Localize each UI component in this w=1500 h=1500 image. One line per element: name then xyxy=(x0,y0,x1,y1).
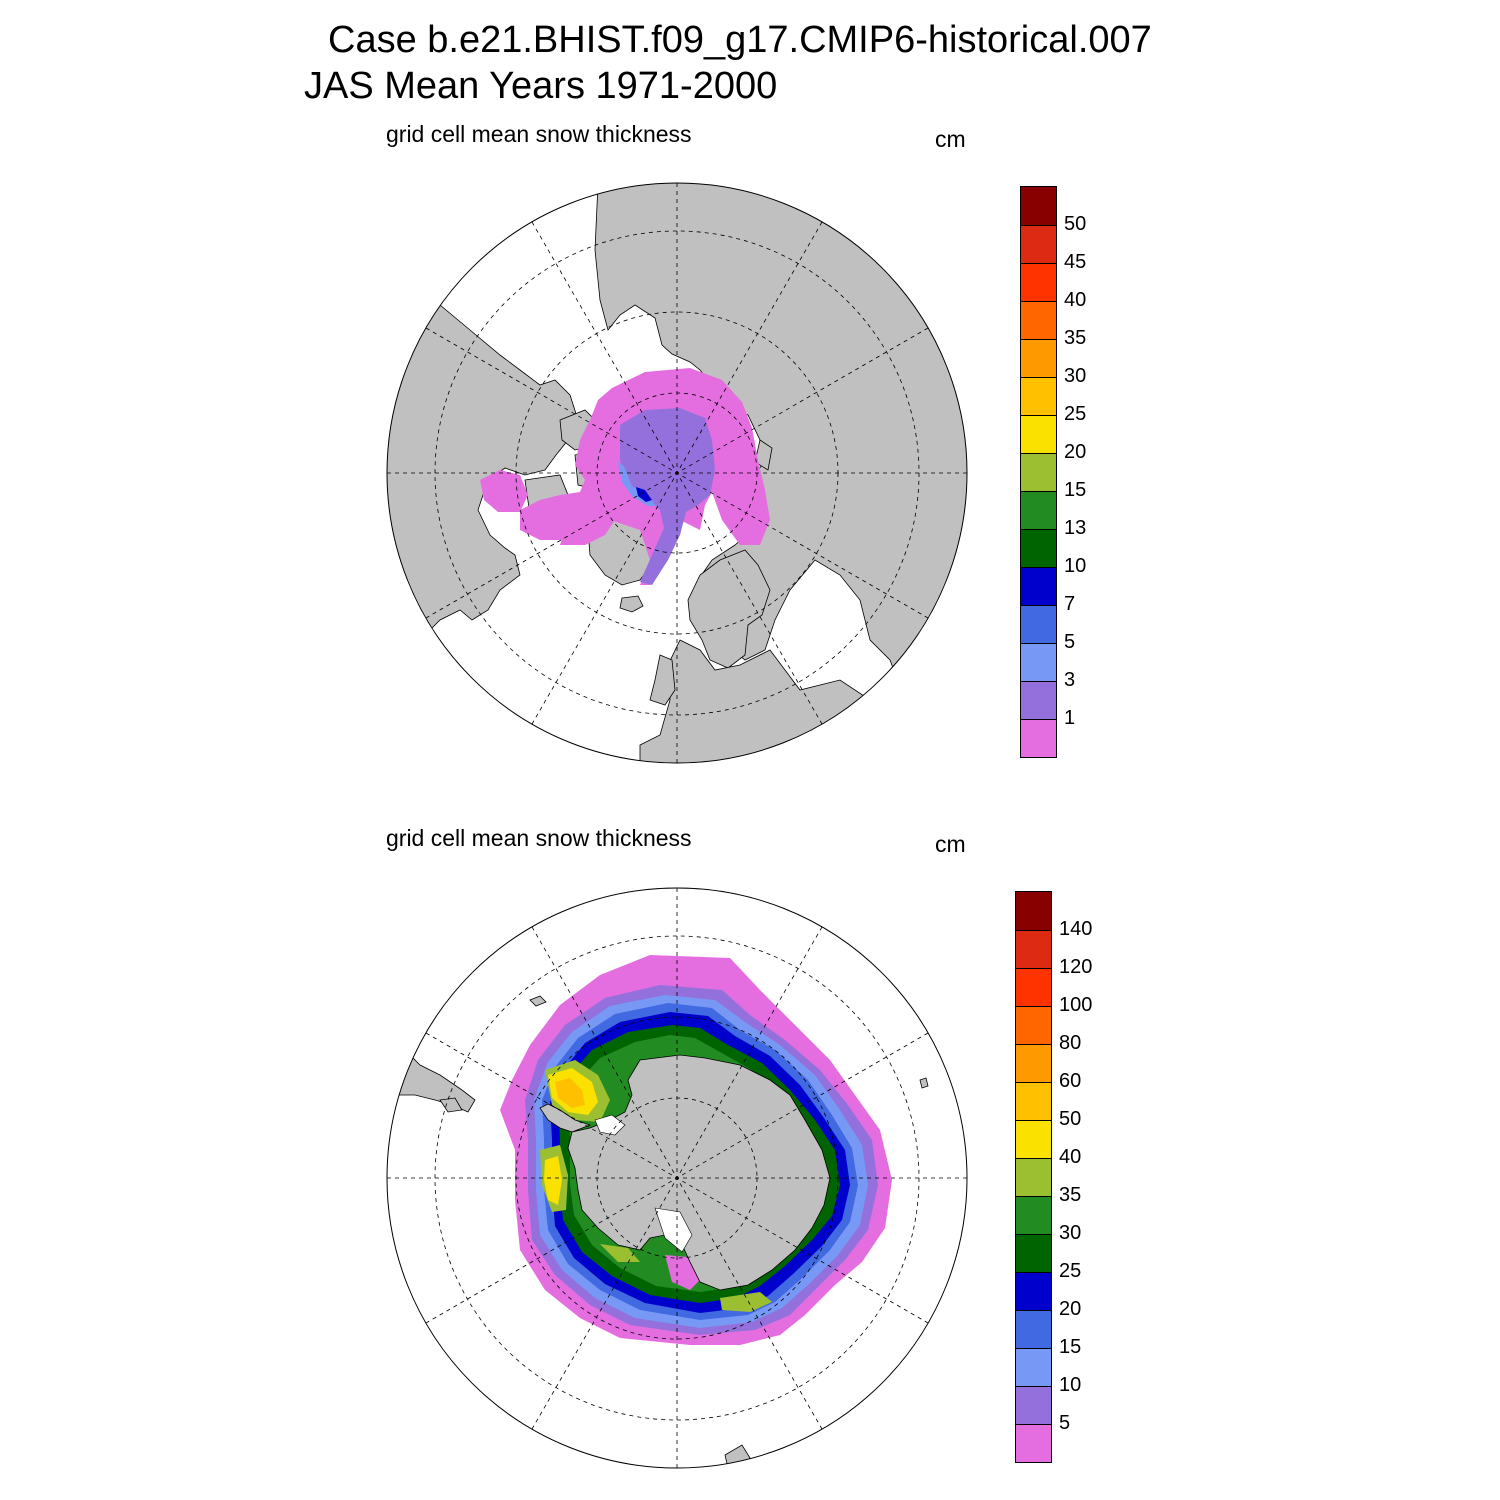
colorbar-tick-label: 20 xyxy=(1064,441,1087,463)
south-land-antarctic-peninsula xyxy=(539,1103,592,1133)
north-snow-band-7-10 xyxy=(636,487,652,502)
north-snow-band-3-5 xyxy=(618,462,656,506)
colorbar-segment xyxy=(1021,415,1056,453)
south-polar-map xyxy=(386,887,968,1469)
north-map-border xyxy=(386,182,968,764)
colorbar-tick-label: 40 xyxy=(1059,1146,1082,1168)
colorbar-segment xyxy=(1021,453,1056,491)
colorbar-tick-label: 5 xyxy=(1059,1412,1071,1434)
north-panel-subtitle: grid cell mean snow thickness xyxy=(386,121,692,147)
colorbar-segment xyxy=(1016,1120,1051,1158)
north-graticule xyxy=(387,183,967,763)
south-land-africa-tip xyxy=(919,1077,929,1089)
colorbar-tick-label: 120 xyxy=(1059,956,1093,978)
south-panel-subtitle: grid cell mean snow thickness xyxy=(386,825,692,851)
south-ice-shelf-ross xyxy=(654,1207,693,1253)
colorbar-segment xyxy=(1016,1044,1051,1082)
colorbar-segment xyxy=(1016,1424,1051,1462)
south-snow-ross-35-40 xyxy=(720,1292,772,1312)
north-snow-band-1-3 xyxy=(620,408,715,585)
north-land-europe xyxy=(687,549,771,669)
colorbar-segment xyxy=(1021,643,1056,681)
colorbar-segment xyxy=(1016,1348,1051,1386)
colorbar-segment xyxy=(1016,1082,1051,1120)
north-land-iceland xyxy=(619,595,644,613)
colorbar-segment xyxy=(1021,301,1056,339)
colorbar-tick-label: 13 xyxy=(1064,517,1087,539)
colorbar-tick-label: 1 xyxy=(1064,707,1076,729)
colorbar-tick-label: 50 xyxy=(1064,213,1087,235)
colorbar-tick-label: 100 xyxy=(1059,994,1093,1016)
colorbar-segment xyxy=(1021,681,1056,719)
south-land-antarctica xyxy=(567,1054,831,1291)
colorbar-segment xyxy=(1016,1310,1051,1348)
colorbar-tick-label: 30 xyxy=(1064,365,1087,387)
colorbar-tick-label: 10 xyxy=(1059,1374,1082,1396)
colorbar-tick-label: 7 xyxy=(1064,593,1076,615)
colorbar-segment xyxy=(1021,719,1056,757)
north-colorbar xyxy=(1020,186,1057,758)
south-panel-unit: cm xyxy=(935,831,966,857)
colorbar-tick-label: 140 xyxy=(1059,918,1093,940)
colorbar-tick-label: 50 xyxy=(1059,1108,1082,1130)
south-land-falklands xyxy=(529,995,547,1007)
north-land-britain xyxy=(649,654,676,706)
colorbar-segment xyxy=(1021,263,1056,301)
colorbar-segment xyxy=(1021,377,1056,415)
colorbar-tick-label: 80 xyxy=(1059,1032,1082,1054)
colorbar-segment xyxy=(1016,1386,1051,1424)
colorbar-tick-label: 45 xyxy=(1064,251,1087,273)
colorbar-tick-label: 40 xyxy=(1064,289,1087,311)
south-snow-weddell-50-60 xyxy=(555,1078,585,1108)
south-snow-amundsen-35-40 xyxy=(600,1244,640,1262)
colorbar-segment xyxy=(1016,1158,1051,1196)
colorbar-segment xyxy=(1021,567,1056,605)
colorbar-tick-label: 3 xyxy=(1064,669,1076,691)
colorbar-tick-label: 30 xyxy=(1059,1222,1082,1244)
colorbar-tick-label: 15 xyxy=(1064,479,1087,501)
colorbar-tick-label: 20 xyxy=(1059,1298,1082,1320)
north-panel-unit: cm xyxy=(935,126,966,152)
south-snow-bellingshausen-40-50 xyxy=(544,1156,562,1205)
colorbar-tick-label: 15 xyxy=(1059,1336,1082,1358)
north-polar-map xyxy=(386,182,968,764)
colorbar-segment xyxy=(1021,339,1056,377)
south-colorbar xyxy=(1015,891,1052,1463)
figure-title-line1: Case b.e21.BHIST.f09_g17.CMIP6-historica… xyxy=(328,19,1152,61)
south-map-border xyxy=(386,887,968,1469)
north-snow-baffin-bay xyxy=(560,515,615,545)
figure-title-line2: JAS Mean Years 1971-2000 xyxy=(304,65,778,107)
colorbar-segment xyxy=(1016,892,1051,930)
colorbar-segment xyxy=(1021,491,1056,529)
colorbar-tick-label: 10 xyxy=(1064,555,1087,577)
colorbar-segment xyxy=(1021,529,1056,567)
south-graticule xyxy=(387,888,967,1468)
colorbar-segment xyxy=(1021,187,1056,225)
colorbar-tick-label: 35 xyxy=(1064,327,1087,349)
colorbar-tick-label: 60 xyxy=(1059,1070,1082,1092)
colorbar-segment xyxy=(1016,968,1051,1006)
colorbar-tick-label: 5 xyxy=(1064,631,1076,653)
colorbar-segment xyxy=(1016,1272,1051,1310)
colorbar-tick-label: 25 xyxy=(1059,1260,1082,1282)
colorbar-segment xyxy=(1016,1006,1051,1044)
colorbar-segment xyxy=(1016,1234,1051,1272)
south-land-south-america-tip xyxy=(439,1097,463,1113)
colorbar-tick-label: 25 xyxy=(1064,403,1087,425)
colorbar-segment xyxy=(1021,605,1056,643)
south-ice-shelf-ronne xyxy=(594,1114,626,1136)
colorbar-segment xyxy=(1016,1196,1051,1234)
colorbar-segment xyxy=(1021,225,1056,263)
colorbar-tick-label: 35 xyxy=(1059,1184,1082,1206)
colorbar-segment xyxy=(1016,930,1051,968)
